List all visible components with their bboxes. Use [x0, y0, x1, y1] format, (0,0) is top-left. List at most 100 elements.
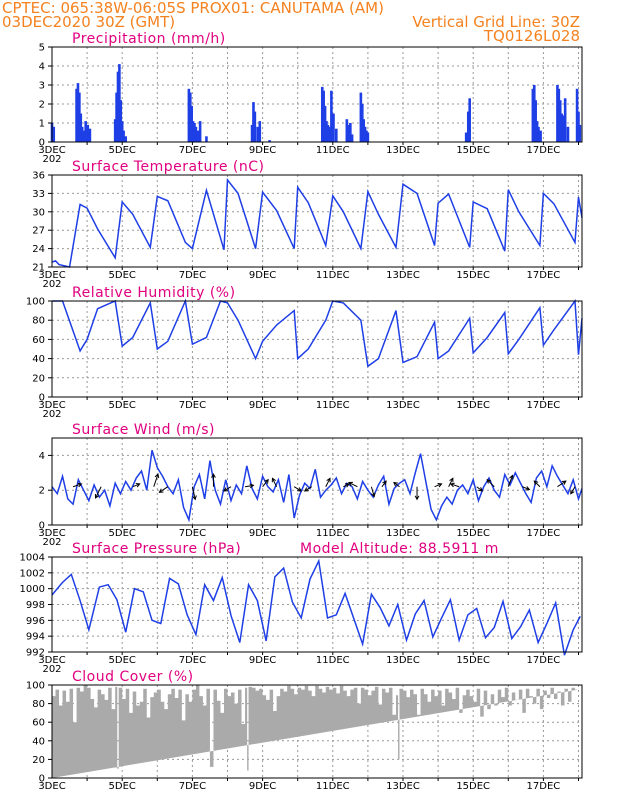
- y-tick-label: 21: [32, 263, 45, 274]
- precip-bar: [198, 121, 202, 142]
- rh-line: [52, 298, 583, 368]
- wind-arrow-head: [561, 480, 567, 485]
- precip-bar: [119, 100, 123, 142]
- y-tick-label: 24: [32, 244, 45, 255]
- x-tick-label: 5DEC: [109, 145, 136, 156]
- precip-bar: [365, 130, 368, 142]
- wind-arrow: [159, 486, 169, 493]
- wind-arrow-head: [303, 487, 309, 492]
- wind-arrow-head: [449, 482, 455, 488]
- x-tick-label: 5DEC: [109, 781, 136, 792]
- precip-bar: [82, 130, 85, 142]
- x-tick-label: 11DEC: [316, 400, 350, 411]
- wind-arrow-head: [525, 486, 531, 491]
- y-tick-label: 994: [26, 632, 45, 643]
- precip-bar: [558, 100, 562, 142]
- x-tick-label: 11DEC: [316, 145, 350, 156]
- pres-panel: 992 994 996 998 1000 1002 1004 3DEC 5DEC 7DEC 9DEC…: [20, 541, 583, 675]
- y-tick-label: 0: [39, 521, 45, 532]
- rh-frame: [51, 300, 583, 398]
- precip-bar: [360, 104, 364, 142]
- y-tick-label: 2: [39, 486, 45, 497]
- x-tick-label: 7DEC: [179, 145, 206, 156]
- y-tick-label: 1004: [20, 553, 45, 564]
- precip-bar: [188, 92, 192, 142]
- wind-arrow-head: [344, 483, 350, 488]
- wind-arrow: [304, 486, 312, 492]
- x-tick-label: 7DEC: [179, 270, 206, 281]
- pres-title: Surface Pressure (hPa): [72, 541, 241, 557]
- precip-bar: [268, 140, 271, 142]
- precip-bar: [539, 130, 542, 142]
- wind-arrow: [72, 483, 82, 488]
- wind-arrow-head: [192, 495, 197, 501]
- x-tick-label: 13DEC: [386, 145, 420, 156]
- x-tick-label: 13DEC: [386, 781, 420, 792]
- precip-bar: [326, 124, 330, 142]
- x-tick-label: 5DEC: [109, 400, 136, 411]
- precip-bar: [323, 105, 327, 142]
- x-year-label: 202: [42, 154, 61, 165]
- x-tick-label: 3DEC: [38, 145, 65, 156]
- precip-bar: [187, 88, 191, 142]
- x-tick-label: 13DEC: [386, 400, 420, 411]
- precip-bar: [320, 86, 324, 142]
- wind-arrow-head: [223, 487, 229, 492]
- y-tick-label: 4: [39, 62, 45, 73]
- y-tick-label: 3: [39, 81, 45, 92]
- y-tick-label: 27: [32, 226, 45, 237]
- precip-bar: [194, 126, 198, 142]
- x-tick-label: 15DEC: [456, 270, 490, 281]
- x-tick-label: 15DEC: [456, 655, 490, 666]
- precip-bar: [464, 132, 468, 142]
- cloud-title: Cloud Cover (%): [72, 669, 194, 685]
- precip-bar: [350, 134, 354, 142]
- precip-bar: [88, 128, 92, 142]
- precip-bar: [575, 88, 579, 142]
- x-tick-label: 3DEC: [38, 528, 65, 539]
- x-tick-label: 7DEC: [179, 781, 206, 792]
- wind-arrow: [370, 486, 375, 497]
- y-tick-label: 20: [32, 755, 45, 766]
- precip-bar: [75, 88, 78, 142]
- wind-arrow-head: [94, 493, 100, 499]
- x-tick-label: 17DEC: [527, 145, 561, 156]
- precip-bar: [86, 124, 90, 142]
- x-tick-label: 3DEC: [38, 400, 65, 411]
- wind-arrow-head: [478, 487, 484, 492]
- x-tick-label: 9DEC: [249, 528, 276, 539]
- precip-bar: [250, 124, 254, 142]
- x-tick-label: 5DEC: [109, 528, 136, 539]
- wind-arrow: [450, 483, 460, 488]
- precip-bar: [345, 119, 349, 142]
- precip-bar: [535, 121, 539, 142]
- precip-bar: [256, 126, 259, 142]
- wind-panel: 0 2 4 3DEC 5DEC 7DEC 9DEC 11DEC 13DEC 15DEC 17DEC 2…: [38, 422, 583, 548]
- x-tick-label: 7DEC: [179, 400, 206, 411]
- x-tick-label: 13DEC: [386, 655, 420, 666]
- x-tick-label: 11DEC: [316, 781, 350, 792]
- wind-frame: [51, 437, 583, 526]
- wind-arrow: [271, 478, 278, 487]
- chart-header: CPTEC: 065:38W-06:05S PROX01: CANUTAMA (…: [0, 0, 618, 44]
- wind-arrow: [244, 484, 254, 488]
- wind-arrow: [153, 473, 159, 487]
- precip-bar: [118, 64, 121, 142]
- precip-bar: [190, 105, 193, 142]
- precip-bar: [80, 126, 84, 142]
- precip-bar: [560, 113, 563, 142]
- wind-line: [51, 449, 583, 523]
- x-tick-label: 17DEC: [527, 781, 561, 792]
- wind-arrow: [486, 479, 495, 488]
- y-tick-label: 0: [39, 393, 45, 404]
- rh-panel: 0 20 40 60 80 100 3DEC 5DEC 7DEC 9DEC 11DEC 13DEC 15…: [26, 285, 583, 420]
- cloud-panel: 0 20 40 60 80 100 3DEC 5DEC 7DEC 9DEC 11DEC 13DEC 15…: [26, 669, 583, 792]
- cloud-area: [52, 685, 579, 778]
- x-tick-label: 15DEC: [456, 400, 490, 411]
- precip-bar: [76, 83, 80, 142]
- run-date: 03DEC2020 30Z (GMT): [2, 13, 176, 31]
- y-tick-label: 60: [32, 718, 45, 729]
- x-tick-label: 11DEC: [316, 655, 350, 666]
- precip-bar: [534, 100, 537, 142]
- precip-bar: [347, 124, 350, 142]
